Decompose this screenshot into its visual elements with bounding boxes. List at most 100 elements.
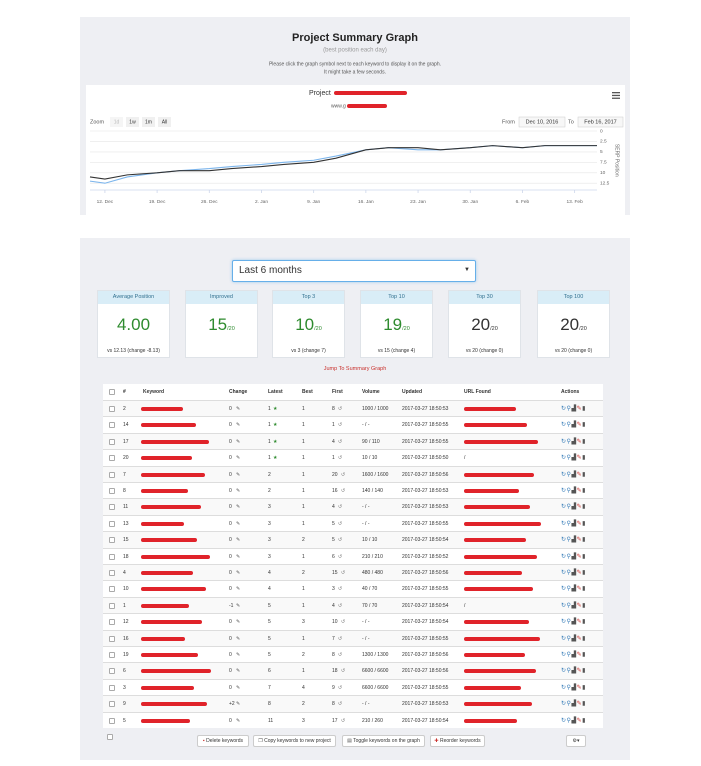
row-actions[interactable]: ↻⚲▟✎▮ xyxy=(561,680,586,696)
row-checkbox[interactable] xyxy=(109,586,115,593)
row-actions[interactable]: ↻⚲▟✎▮ xyxy=(561,614,586,630)
action-icon[interactable]: ↻ xyxy=(561,422,567,429)
action-icon[interactable]: ▟ xyxy=(571,570,577,576)
action-icon[interactable]: ↻ xyxy=(561,553,567,560)
row-actions[interactable]: ↻⚲▟✎▮ xyxy=(561,532,586,548)
action-icon[interactable]: ▟ xyxy=(571,717,577,724)
action-icon[interactable]: ✎ xyxy=(576,455,583,462)
row-checkbox[interactable] xyxy=(109,504,115,511)
action-icon[interactable]: ▮ xyxy=(582,471,586,478)
action-icon[interactable]: ▟ xyxy=(571,455,577,462)
zoom-button[interactable] xyxy=(110,117,123,127)
action-icon[interactable]: ▮ xyxy=(582,602,586,609)
action-icon[interactable]: ▮ xyxy=(582,488,586,494)
action-icon[interactable]: ▟ xyxy=(571,520,577,527)
action-icon[interactable]: ▟ xyxy=(571,619,577,626)
action-icon[interactable]: ▮ xyxy=(582,520,586,527)
action-icon[interactable]: ⚲ xyxy=(566,488,572,494)
action-icon[interactable]: ▟ xyxy=(571,602,577,609)
action-button[interactable]: ▪ Delete keywords xyxy=(197,735,249,747)
row-checkbox[interactable] xyxy=(109,406,115,412)
action-icon[interactable]: ▮ xyxy=(582,455,586,462)
action-icon[interactable]: ✎ xyxy=(576,504,583,511)
action-icon[interactable]: ↻ xyxy=(561,586,567,593)
date-input[interactable] xyxy=(577,116,624,128)
row-checkbox[interactable] xyxy=(109,684,115,691)
action-icon[interactable]: ▟ xyxy=(571,684,577,691)
action-icon[interactable]: ✎ xyxy=(576,471,583,478)
action-icon[interactable]: ▮ xyxy=(582,504,586,511)
action-icon[interactable]: ✎ xyxy=(576,717,583,724)
row-actions[interactable]: ↻⚲▟✎▮ xyxy=(561,450,586,466)
row-actions[interactable]: ↻⚲▟✎▮ xyxy=(561,401,586,417)
row-actions[interactable]: ↻⚲▟✎▮ xyxy=(561,696,586,712)
action-icon[interactable]: ▮ xyxy=(582,684,586,691)
action-icon[interactable]: ↻ xyxy=(561,684,567,691)
action-icon[interactable]: ⚲ xyxy=(566,504,572,511)
select-all-checkbox[interactable] xyxy=(107,734,113,740)
action-icon[interactable]: ✎ xyxy=(576,438,583,445)
action-icon[interactable]: ✎ xyxy=(576,619,583,626)
row-actions[interactable]: ↻⚲▟✎▮ xyxy=(561,663,586,679)
action-icon[interactable]: ⚲ xyxy=(566,668,572,675)
row-actions[interactable]: ↻⚲▟✎▮ xyxy=(561,631,586,647)
action-icon[interactable]: ⚲ xyxy=(566,684,572,691)
row-checkbox[interactable] xyxy=(109,635,115,642)
action-icon[interactable]: ▮ xyxy=(582,537,586,544)
action-icon[interactable]: ⚲ xyxy=(566,422,572,429)
action-icon[interactable]: ⚲ xyxy=(566,553,572,560)
action-icon[interactable]: ▮ xyxy=(582,652,586,658)
row-actions[interactable]: ↻⚲▟✎▮ xyxy=(561,417,586,433)
row-checkbox[interactable] xyxy=(109,717,115,724)
action-icon[interactable]: ▮ xyxy=(582,586,586,593)
action-icon[interactable]: ↻ xyxy=(561,652,567,658)
header-checkbox[interactable] xyxy=(109,389,115,395)
action-icon[interactable]: ⚲ xyxy=(566,455,572,462)
action-icon[interactable]: ↻ xyxy=(561,717,567,724)
action-icon[interactable]: ✎ xyxy=(576,684,583,691)
row-checkbox[interactable] xyxy=(109,520,115,527)
chart-menu[interactable] xyxy=(612,92,620,99)
action-icon[interactable]: ▟ xyxy=(571,438,577,445)
action-icon[interactable]: ✎ xyxy=(576,553,583,560)
action-button[interactable]: ✚ Reorder keywords xyxy=(430,735,485,747)
action-icon[interactable]: ⚲ xyxy=(566,652,572,658)
row-checkbox[interactable] xyxy=(109,619,115,626)
row-checkbox[interactable] xyxy=(109,668,115,675)
row-checkbox[interactable] xyxy=(109,438,115,445)
action-icon[interactable]: ↻ xyxy=(561,570,567,576)
date-input[interactable] xyxy=(518,116,566,128)
row-actions[interactable]: ↻⚲▟✎▮ xyxy=(561,516,586,532)
action-icon[interactable]: ▮ xyxy=(582,668,586,675)
zoom-button[interactable] xyxy=(158,117,171,127)
action-icon[interactable]: ⚲ xyxy=(566,717,572,724)
row-actions[interactable]: ↻⚲▟✎▮ xyxy=(561,499,586,515)
row-checkbox[interactable] xyxy=(109,455,115,462)
action-icon[interactable]: ↻ xyxy=(561,701,567,708)
action-icon[interactable]: ✎ xyxy=(576,406,583,412)
jump-link[interactable]: Jump To Summary Graph xyxy=(323,366,387,372)
action-icon[interactable]: ⚲ xyxy=(566,570,572,576)
action-icon[interactable]: ✎ xyxy=(576,668,583,675)
row-actions[interactable]: ↻⚲▟✎▮ xyxy=(561,647,586,663)
action-icon[interactable]: ▟ xyxy=(571,635,577,642)
row-checkbox[interactable] xyxy=(109,537,115,544)
row-checkbox[interactable] xyxy=(109,570,115,576)
action-icon[interactable]: ✎ xyxy=(576,602,583,609)
action-icon[interactable]: ⚲ xyxy=(566,701,572,708)
zoom-button[interactable] xyxy=(142,117,155,127)
action-icon[interactable]: ↻ xyxy=(561,455,567,462)
action-icon[interactable]: ↻ xyxy=(561,635,567,642)
action-icon[interactable]: ▟ xyxy=(571,471,577,478)
row-checkbox[interactable] xyxy=(109,652,115,658)
action-icon[interactable]: ⚲ xyxy=(566,406,572,412)
action-icon[interactable]: ✎ xyxy=(576,520,583,527)
row-checkbox[interactable] xyxy=(109,471,115,478)
action-icon[interactable]: ↻ xyxy=(561,668,567,675)
action-icon[interactable]: ▟ xyxy=(571,553,577,560)
action-icon[interactable]: ✎ xyxy=(576,586,583,593)
action-icon[interactable]: ⚲ xyxy=(566,537,572,544)
action-icon[interactable]: ▟ xyxy=(571,586,577,593)
action-icon[interactable]: ✎ xyxy=(576,488,583,494)
action-icon[interactable]: ▟ xyxy=(571,406,577,412)
